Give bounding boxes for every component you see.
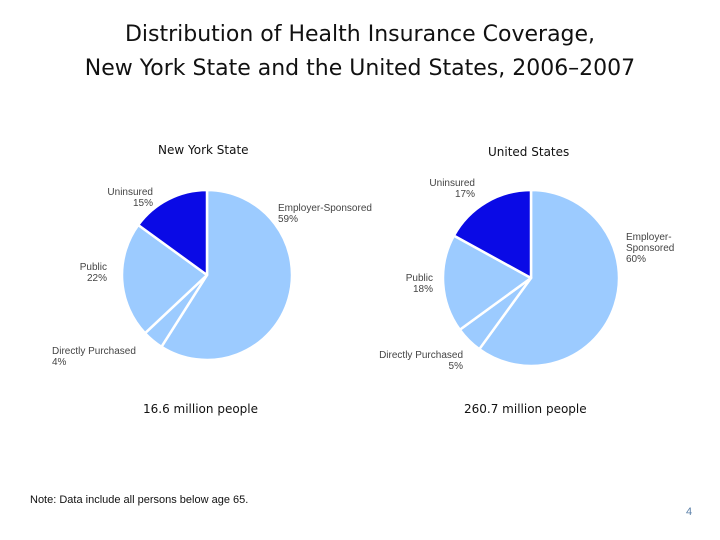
slide-title: Distribution of Health Insurance Coverag… [0, 18, 720, 86]
us-label-directly: Directly Purchased 5% [379, 350, 463, 372]
us-population-label: 260.7 million people [464, 402, 587, 416]
ny-slice-public [120, 223, 209, 335]
us-slice-public [441, 234, 533, 331]
ny-slice-employer [160, 188, 294, 362]
slide-title-line-1: Distribution of Health Insurance Coverag… [124, 22, 596, 47]
ny-label-public: Public 22% [80, 262, 107, 284]
us-chart-title: United States [488, 145, 570, 159]
page-number: 4 [686, 506, 693, 518]
ny-label-directly: Directly Purchased 4% [52, 346, 136, 368]
ny-slice-uninsured [136, 188, 209, 277]
us-slice-uninsured [452, 188, 533, 280]
us-label-public: Public 18% [406, 273, 433, 295]
us-label-employer: Employer-Sponsored 60% [626, 232, 674, 265]
ny-population-label: 16.6 million people [143, 402, 258, 416]
ny-chart-title: New York State [158, 143, 249, 157]
us-slice-employer [478, 188, 621, 368]
footnote: Note: Data include all persons below age… [30, 494, 249, 506]
slide-title-line-2: New York State and the United States, 20… [84, 56, 636, 81]
us-label-uninsured: Uninsured 17% [429, 178, 475, 200]
ny-label-uninsured: Uninsured 15% [107, 187, 153, 209]
ny-label-employer: Employer-Sponsored 59% [278, 203, 372, 225]
